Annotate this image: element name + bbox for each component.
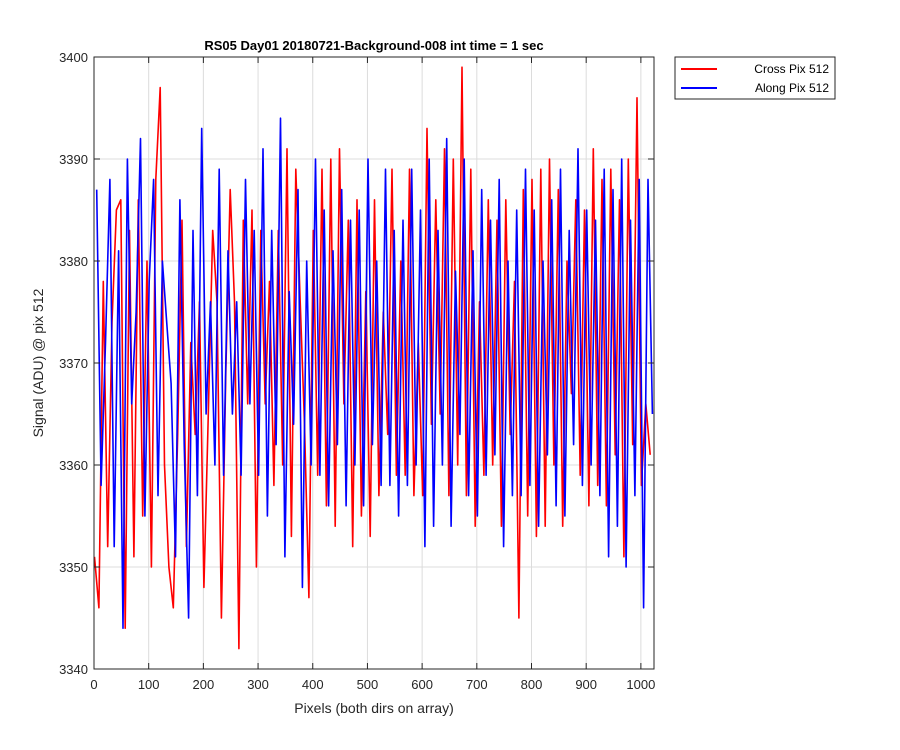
y-tick-label: 3380 [59,254,88,269]
x-tick-label: 900 [575,677,597,692]
legend-box [674,56,836,100]
x-tick-label: 200 [193,677,215,692]
x-tick-label: 400 [302,677,324,692]
y-tick-label: 3340 [59,662,88,677]
x-axis-label: Pixels (both dirs on array) [294,700,454,716]
legend: Cross Pix 512 Along Pix 512 [674,56,836,100]
y-axis-ticks: 3340 3350 3360 3370 3380 3390 3400 [59,50,654,677]
legend-label-along: Along Pix 512 [755,81,829,95]
series-line-along-pix-512 [95,117,654,630]
x-tick-label: 500 [357,677,379,692]
y-tick-label: 3360 [59,458,88,473]
chart-title: RS05 Day01 20180721-Background-008 int t… [204,38,543,53]
y-tick-label: 3400 [59,50,88,65]
y-tick-label: 3370 [59,356,88,371]
x-tick-label: 800 [521,677,543,692]
x-tick-label: 300 [247,677,269,692]
y-tick-label: 3390 [59,152,88,167]
x-axis-ticks: 0 100 200 300 400 500 600 700 800 900 1000 [90,57,655,692]
legend-label-cross: Cross Pix 512 [754,62,829,76]
series-group [93,66,654,650]
y-axis-label: Signal (ADU) @ pix 512 [30,288,46,437]
series-line-cross-pix-512 [93,66,651,650]
x-tick-label: 600 [411,677,433,692]
x-tick-label: 0 [90,677,97,692]
x-tick-label: 700 [466,677,488,692]
x-tick-label: 100 [138,677,160,692]
y-tick-label: 3350 [59,560,88,575]
x-tick-label: 1000 [626,677,655,692]
